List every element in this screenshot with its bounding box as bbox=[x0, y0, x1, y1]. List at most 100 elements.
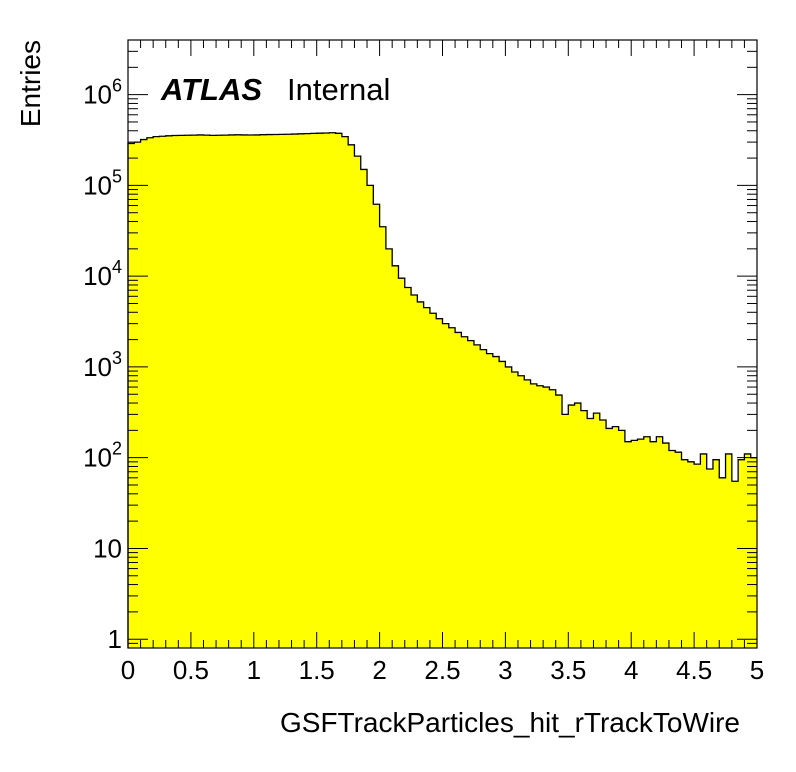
histogram-bar bbox=[203, 135, 211, 649]
histogram-bar bbox=[153, 136, 161, 648]
histogram-bar bbox=[436, 318, 444, 648]
histogram-bar bbox=[310, 133, 318, 648]
histogram-bar bbox=[618, 430, 626, 648]
histogram-bar bbox=[423, 307, 431, 648]
histogram-bar bbox=[216, 135, 223, 648]
histogram-bar bbox=[134, 142, 142, 649]
histogram-bar bbox=[354, 156, 362, 648]
histogram-bar bbox=[499, 361, 506, 648]
histogram-bar bbox=[562, 414, 569, 648]
histogram-bar bbox=[411, 295, 418, 648]
histogram-bar bbox=[417, 301, 425, 648]
histogram-bar bbox=[178, 135, 186, 649]
histogram-bar bbox=[278, 134, 286, 648]
histogram-bar bbox=[228, 134, 236, 648]
x-axis-title: GSFTrackParticles_hit_rTrackToWire bbox=[280, 707, 740, 738]
histogram-bar bbox=[480, 349, 488, 648]
histogram-bar bbox=[184, 135, 192, 648]
histogram-bar bbox=[624, 441, 632, 648]
x-tick-label: 5 bbox=[750, 655, 764, 685]
histogram-bar bbox=[599, 420, 607, 648]
histogram-bar bbox=[473, 344, 481, 648]
histogram-bar bbox=[172, 135, 179, 648]
histogram-bar bbox=[234, 134, 242, 649]
x-tick-label: 3 bbox=[498, 655, 512, 685]
histogram-bar bbox=[668, 450, 676, 648]
histogram-bar bbox=[190, 135, 198, 649]
x-tick-label: 0 bbox=[121, 655, 135, 685]
histogram-bar bbox=[392, 265, 400, 648]
histogram-bar bbox=[568, 405, 576, 648]
histogram-bar bbox=[517, 375, 525, 648]
histogram-bar bbox=[662, 443, 670, 648]
x-tick-label: 0.5 bbox=[173, 655, 209, 685]
histogram-bar bbox=[706, 469, 714, 648]
tick-labels: 0 0.5 1 1.5 2 2.5 3 3.5 4 4.5 5 1 10 102 103 104 105 106 bbox=[83, 76, 764, 685]
x-tick-label: 4.5 bbox=[676, 655, 712, 685]
histogram-bar bbox=[128, 143, 135, 648]
histogram-bar bbox=[675, 452, 683, 648]
histogram-bar bbox=[455, 332, 462, 648]
histogram-bar bbox=[524, 379, 532, 648]
histogram-bar bbox=[385, 248, 393, 649]
histogram-bar bbox=[606, 428, 613, 648]
histogram-bar bbox=[612, 426, 620, 648]
histogram-bar bbox=[266, 134, 274, 649]
histogram-bar bbox=[555, 395, 563, 648]
plot-frame bbox=[127, 39, 758, 649]
histogram-bar bbox=[272, 134, 280, 648]
histogram-bar bbox=[285, 134, 293, 648]
x-tick-label: 2.5 bbox=[424, 655, 460, 685]
histogram-bar bbox=[530, 383, 538, 648]
atlas-label: ATLAS bbox=[160, 72, 262, 107]
histogram-bar bbox=[549, 389, 557, 648]
histogram-bar bbox=[373, 204, 381, 648]
x-tick-label: 2 bbox=[372, 655, 386, 685]
histogram-bar bbox=[341, 136, 349, 648]
histogram-bar bbox=[146, 137, 154, 649]
histogram-bar bbox=[448, 327, 456, 648]
histogram-bar bbox=[744, 453, 752, 648]
histogram-bar bbox=[260, 134, 267, 648]
histogram-bar bbox=[543, 387, 551, 648]
histogram-bar bbox=[367, 185, 374, 648]
histogram-bar bbox=[247, 135, 255, 648]
histogram-bar bbox=[140, 139, 148, 649]
histogram-bar bbox=[731, 481, 739, 648]
histogram-bar bbox=[379, 226, 387, 648]
y-tick-label: 104 bbox=[83, 257, 122, 291]
histogram-bar bbox=[511, 371, 519, 648]
histogram-bar bbox=[725, 453, 733, 648]
histogram-bar bbox=[404, 287, 412, 648]
histogram-bar bbox=[694, 464, 701, 648]
x-tick-label: 3.5 bbox=[550, 655, 586, 685]
histogram-bar bbox=[536, 385, 544, 648]
histogram-bar bbox=[461, 336, 469, 648]
histogram-bar bbox=[429, 313, 437, 648]
histogram-bar bbox=[593, 413, 601, 648]
histogram-bar bbox=[241, 134, 249, 648]
y-tick-label: 1 bbox=[108, 624, 122, 654]
histogram-bar bbox=[650, 441, 657, 648]
y-tick-label: 105 bbox=[83, 166, 122, 200]
histogram-bar bbox=[348, 144, 356, 648]
y-tick-label: 106 bbox=[83, 76, 122, 110]
histogram-bar bbox=[637, 439, 645, 648]
histogram-bar bbox=[492, 356, 500, 648]
internal-label: Internal bbox=[287, 72, 390, 107]
histogram-bar bbox=[297, 133, 305, 649]
histogram-bar bbox=[738, 459, 746, 648]
bars-layer bbox=[127, 132, 758, 649]
histogram-bar bbox=[580, 410, 588, 648]
histogram-bar bbox=[159, 136, 167, 649]
histogram-bar bbox=[700, 453, 708, 648]
x-tick-label: 1 bbox=[247, 655, 261, 685]
histogram-bar bbox=[643, 436, 651, 648]
histogram-bar bbox=[322, 132, 330, 648]
histogram-bar bbox=[467, 340, 475, 648]
y-tick-label: 10 bbox=[93, 533, 122, 563]
histogram-bar bbox=[335, 133, 343, 649]
histogram-outline bbox=[127, 132, 757, 648]
x-tick-label: 1.5 bbox=[299, 655, 335, 685]
